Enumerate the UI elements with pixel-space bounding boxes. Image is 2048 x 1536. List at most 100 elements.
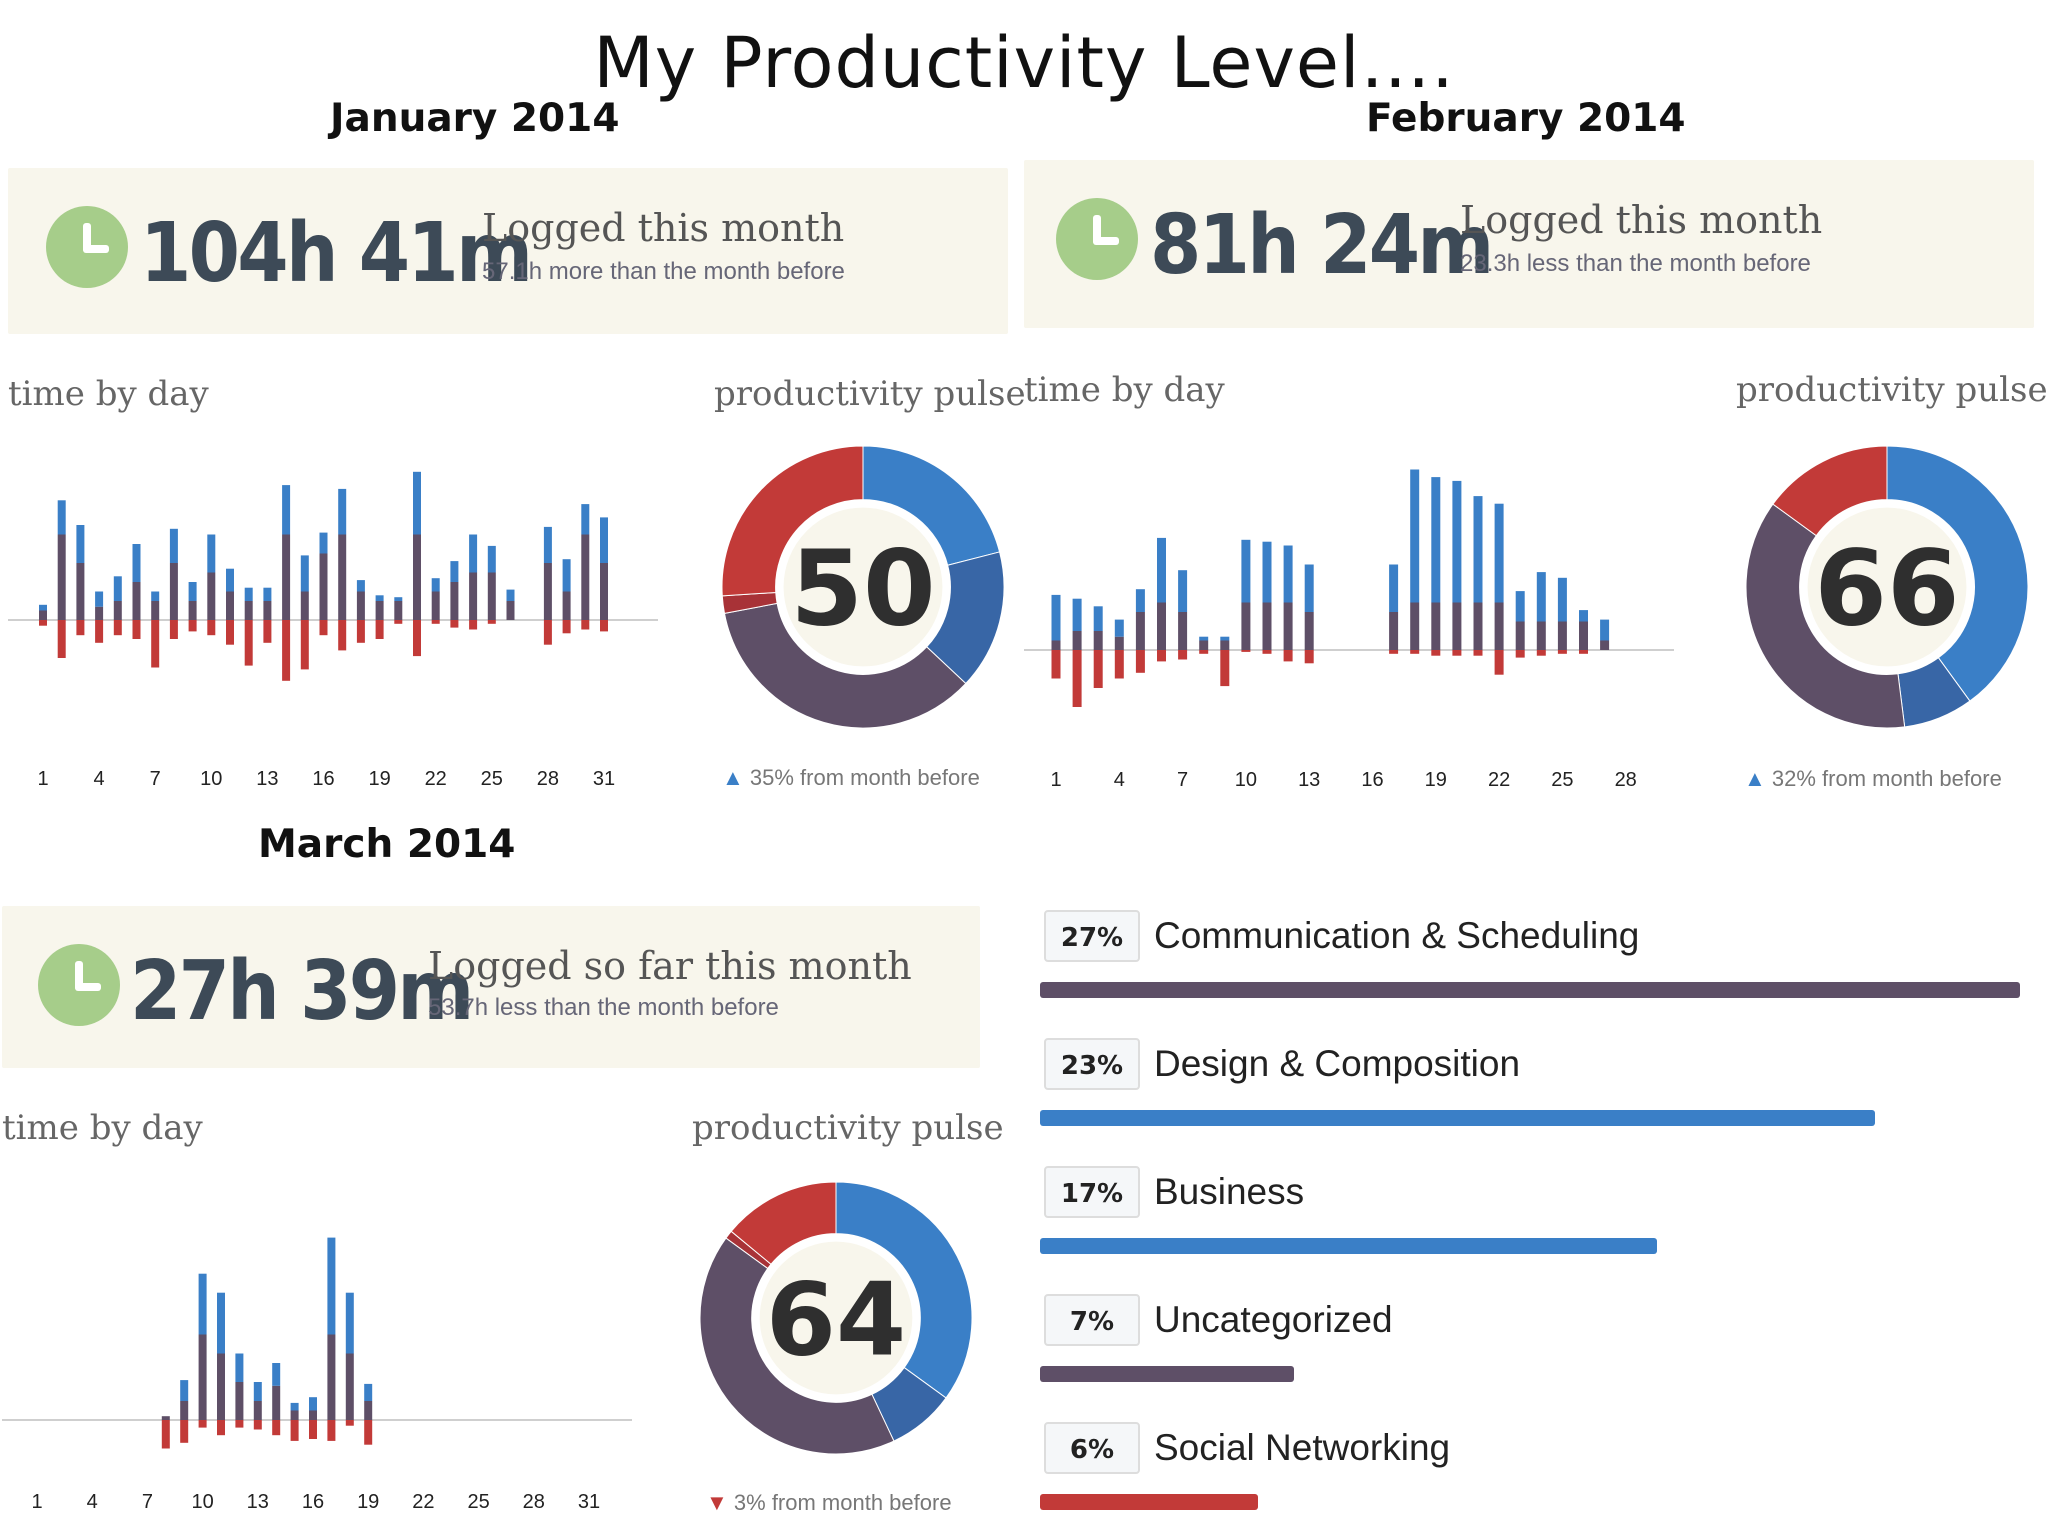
bar-productive-day-13 xyxy=(253,1382,262,1401)
bar-neutral-day-11 xyxy=(1262,602,1272,650)
summary-panel-jan: 104h 41m Logged this month 57.1h more th… xyxy=(8,168,1008,334)
bar-distracting-day-16 xyxy=(319,620,328,636)
month-title-feb: February 2014 xyxy=(1366,96,1686,141)
bar-neutral-day-10 xyxy=(207,572,216,620)
x-tick-label-4: 4 xyxy=(1114,769,1125,791)
bar-productive-day-4 xyxy=(95,591,104,607)
x-tick-label-25: 25 xyxy=(1551,769,1573,791)
pulse-label-mar: productivity pulse xyxy=(692,1108,1004,1148)
category-percent: 27% xyxy=(1044,910,1140,962)
bar-distracting-day-8 xyxy=(169,620,178,639)
x-tick-label-28: 28 xyxy=(523,1491,545,1513)
x-tick-label-7: 7 xyxy=(1177,769,1188,791)
bar-neutral-day-7 xyxy=(1178,612,1188,650)
page-title: My Productivity Level…. xyxy=(593,22,1455,104)
delta-text-jan: 57.1h more than the month before xyxy=(482,258,845,285)
x-tick-label-19: 19 xyxy=(357,1491,379,1513)
bar-productive-day-5 xyxy=(113,576,122,601)
bar-productive-day-24 xyxy=(469,534,478,573)
productivity-pulse-donut-mar: 64 xyxy=(699,1181,973,1455)
arrow-up-icon: ▲ xyxy=(1744,766,1766,791)
productivity-pulse-donut-feb: 66 xyxy=(1745,445,2029,729)
bar-productive-day-10 xyxy=(1241,539,1251,603)
clock-icon xyxy=(38,944,120,1026)
bar-neutral-day-23 xyxy=(450,582,459,620)
bar-productive-day-21 xyxy=(1473,496,1483,603)
bar-distracting-day-12 xyxy=(235,1420,244,1428)
category-name: Uncategorized xyxy=(1154,1299,1393,1340)
productivity-pulse-donut-jan: 50 xyxy=(721,445,1005,729)
category-name: Communication & Scheduling xyxy=(1154,915,1640,956)
bar-distracting-day-9 xyxy=(1220,650,1230,687)
bar-productive-day-24 xyxy=(1536,572,1546,622)
time-by-day-chart-jan: 1 4 7 10 13 16 19 22 25 28 31 xyxy=(8,471,658,790)
bar-distracting-day-14 xyxy=(282,620,291,681)
bar-distracting-day-7 xyxy=(1178,650,1188,660)
bar-distracting-day-17 xyxy=(338,620,347,651)
bar-distracting-day-11 xyxy=(1262,650,1272,654)
bar-productive-day-28 xyxy=(543,526,552,563)
category-percent: 17% xyxy=(1044,1166,1140,1218)
category-bar xyxy=(1040,1494,1258,1510)
bar-neutral-day-15 xyxy=(290,1410,299,1420)
pulse-change-text-mar: 3% from month before xyxy=(733,1490,952,1515)
bar-neutral-day-12 xyxy=(244,601,253,620)
bar-productive-day-20 xyxy=(394,597,403,601)
bar-productive-day-23 xyxy=(1515,591,1525,622)
x-tick-label-13: 13 xyxy=(1298,769,1320,791)
bar-productive-day-14 xyxy=(282,485,291,535)
bar-distracting-day-19 xyxy=(364,1420,373,1445)
category-percent: 6% xyxy=(1044,1422,1140,1474)
bar-productive-day-31 xyxy=(600,517,608,563)
bar-productive-day-15 xyxy=(300,555,309,592)
bar-distracting-day-18 xyxy=(1410,650,1420,654)
pulse-label-jan: productivity pulse xyxy=(714,374,1026,414)
x-tick-label-4: 4 xyxy=(87,1491,98,1513)
bar-neutral-day-8 xyxy=(161,1416,170,1420)
logged-label-mar: Logged so far this month xyxy=(428,944,912,988)
bar-neutral-day-3 xyxy=(1093,631,1103,650)
x-tick-label-19: 19 xyxy=(1425,769,1447,791)
category-bar xyxy=(1040,1238,1657,1254)
pulse-slice-productive xyxy=(835,1181,973,1399)
x-tick-label-1: 1 xyxy=(37,768,48,790)
pulse-center xyxy=(1803,503,1971,671)
bar-distracting-day-22 xyxy=(431,620,440,624)
bar-productive-day-8 xyxy=(169,528,178,563)
bar-productive-day-7 xyxy=(1178,570,1188,612)
bar-distracting-day-8 xyxy=(161,1420,170,1449)
bar-distracting-day-25 xyxy=(487,620,496,624)
bar-neutral-day-29 xyxy=(562,591,571,620)
category-percent: 7% xyxy=(1044,1294,1140,1346)
bar-productive-day-7 xyxy=(151,591,160,601)
x-tick-label-10: 10 xyxy=(191,1491,213,1513)
x-tick-label-22: 22 xyxy=(425,768,447,790)
x-tick-label-22: 22 xyxy=(1488,769,1510,791)
bar-neutral-day-16 xyxy=(319,553,328,620)
bar-neutral-day-21 xyxy=(1473,602,1483,650)
bar-productive-day-13 xyxy=(263,587,272,601)
bar-productive-day-18 xyxy=(1410,469,1420,603)
bar-neutral-day-19 xyxy=(1431,602,1441,650)
bar-neutral-day-25 xyxy=(487,572,496,620)
x-tick-label-16: 16 xyxy=(302,1491,324,1513)
pulse-change-jan: ▲ 35% from month before xyxy=(722,765,980,791)
bar-neutral-day-26 xyxy=(1579,621,1588,650)
bar-distracting-day-12 xyxy=(244,620,253,666)
bar-distracting-day-24 xyxy=(1536,650,1546,656)
bar-productive-day-30 xyxy=(581,504,590,535)
x-tick-label-7: 7 xyxy=(142,1491,153,1513)
bar-neutral-day-18 xyxy=(345,1353,354,1420)
bar-neutral-day-24 xyxy=(1536,621,1546,650)
bar-productive-day-6 xyxy=(1157,537,1166,603)
bar-neutral-day-8 xyxy=(1199,640,1209,650)
bar-productive-day-17 xyxy=(1389,564,1399,612)
bar-productive-day-26 xyxy=(506,589,515,601)
bar-productive-day-20 xyxy=(1452,480,1462,603)
bar-neutral-day-9 xyxy=(180,1401,189,1420)
bar-neutral-day-22 xyxy=(431,591,440,620)
hours-logged-feb: 81h 24m xyxy=(1150,198,1494,293)
bar-productive-day-9 xyxy=(188,582,197,601)
bar-neutral-day-2 xyxy=(1072,631,1082,650)
bar-neutral-day-13 xyxy=(263,601,272,620)
